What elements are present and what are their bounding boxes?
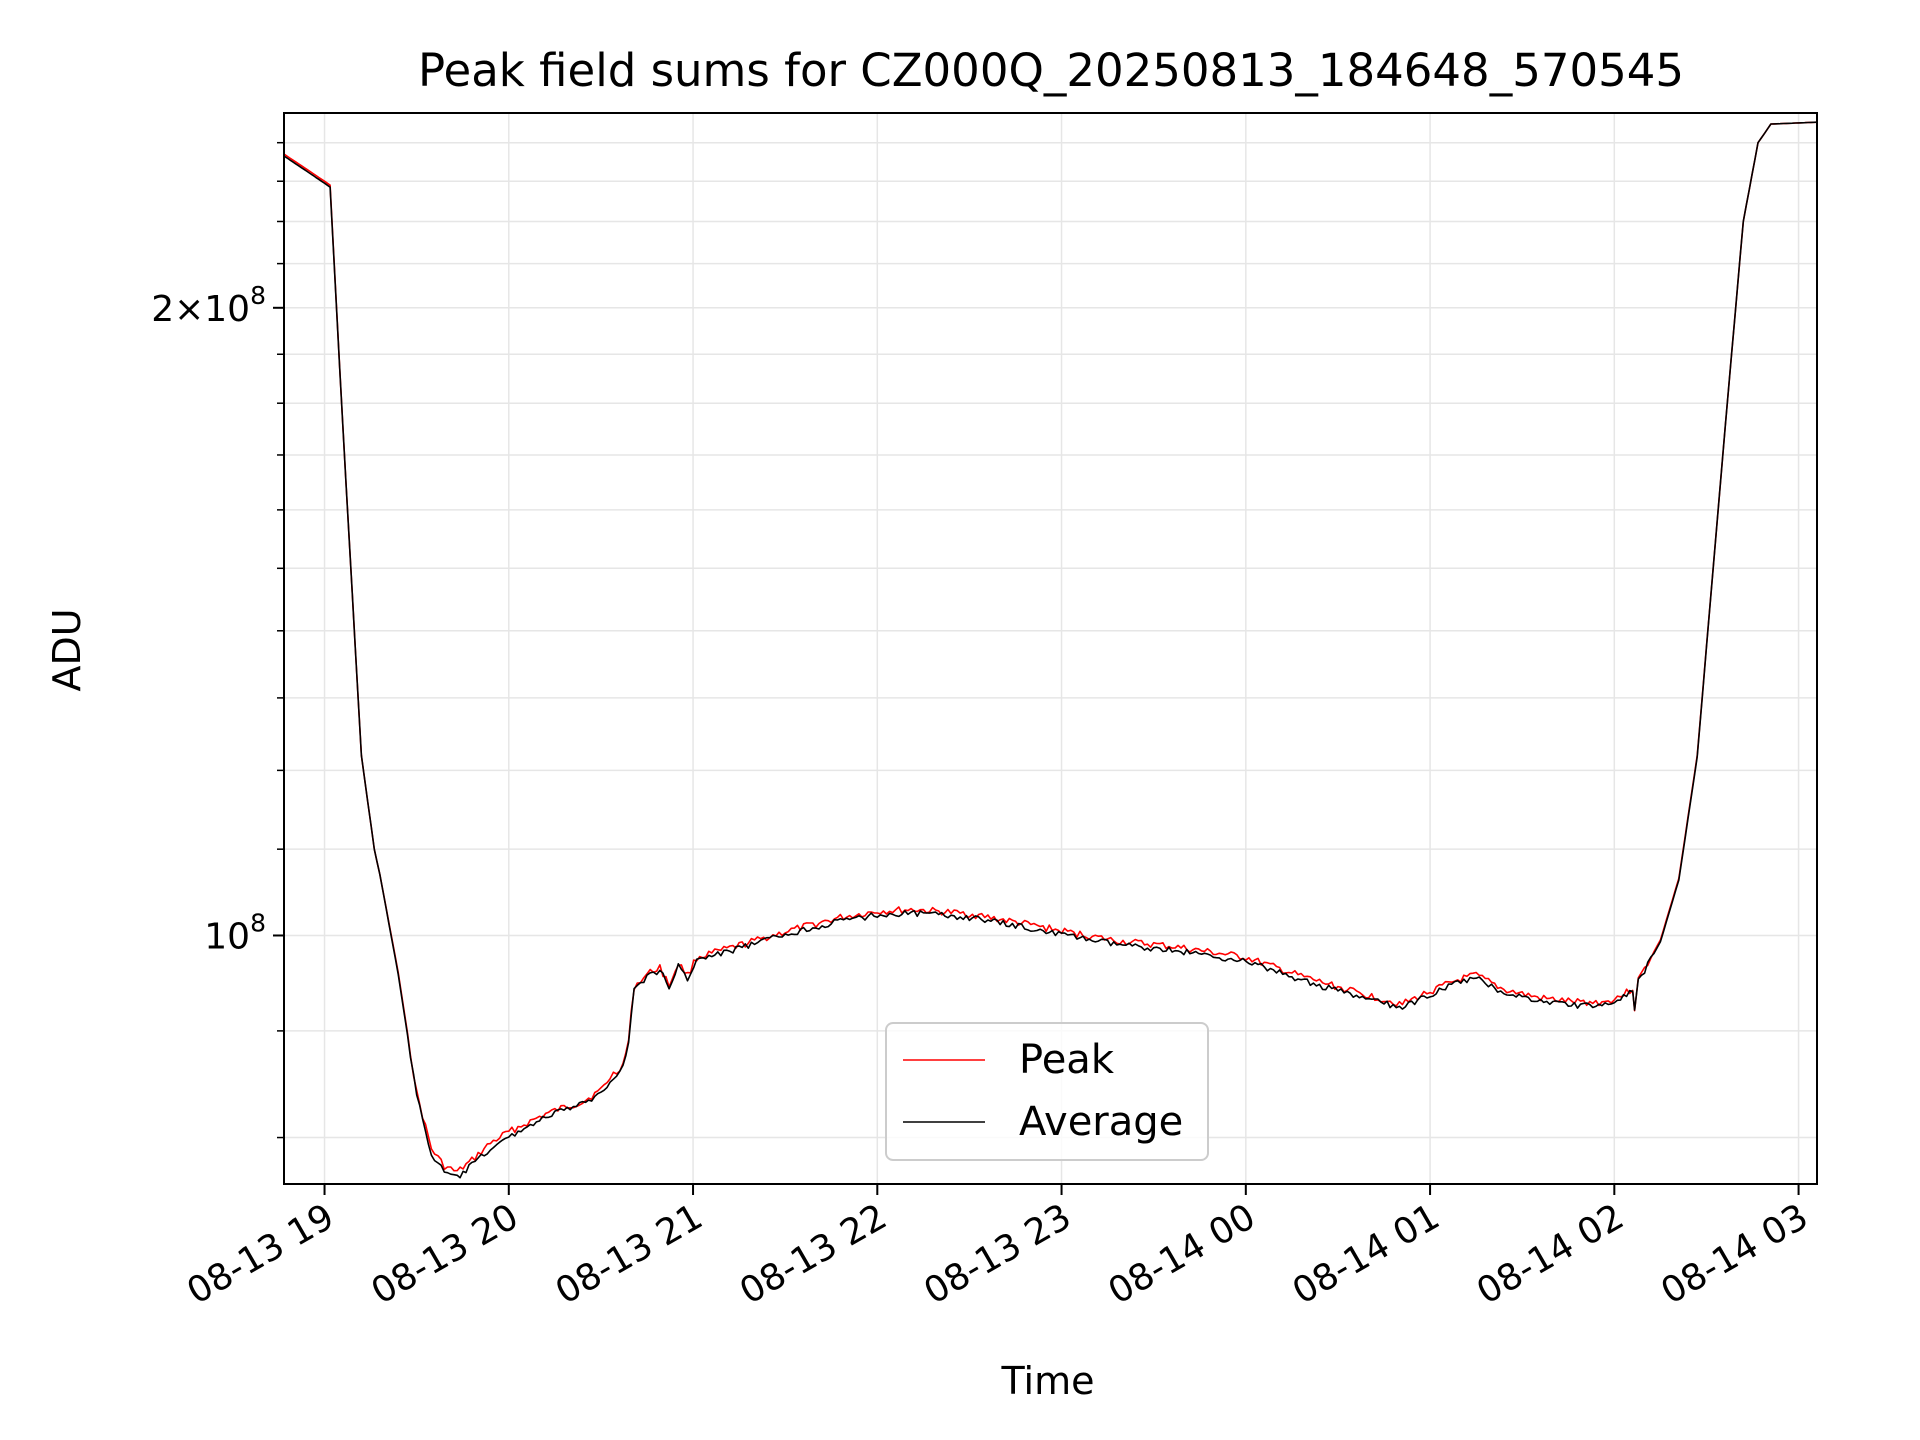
- plot-area-frame: [283, 112, 1818, 1185]
- y-tick-exponent: 8: [250, 908, 266, 937]
- y-tick-label: 108: [204, 908, 266, 957]
- y-tick-exponent: 8: [250, 281, 266, 310]
- grid-layer: [284, 113, 1817, 1184]
- series-line-peak: [284, 121, 1817, 1172]
- series-line-average: [284, 121, 1817, 1179]
- legend-box: [885, 1022, 1209, 1161]
- chart-title: Peak field sums for CZ000Q_20250813_1846…: [418, 44, 1684, 97]
- y-axis-title: ADU: [45, 608, 89, 691]
- y-tick-mantissa: 10: [204, 916, 250, 957]
- legend: Peak Average: [885, 1022, 1209, 1161]
- legend-label-peak: Peak: [1019, 1037, 1115, 1083]
- y-tick-label: 2×108: [151, 281, 266, 330]
- y-tick-mantissa: 2×10: [151, 289, 250, 330]
- series-layer: [284, 121, 1817, 1179]
- x-axis-title: Time: [1001, 1359, 1095, 1403]
- legend-label-average: Average: [1019, 1099, 1183, 1145]
